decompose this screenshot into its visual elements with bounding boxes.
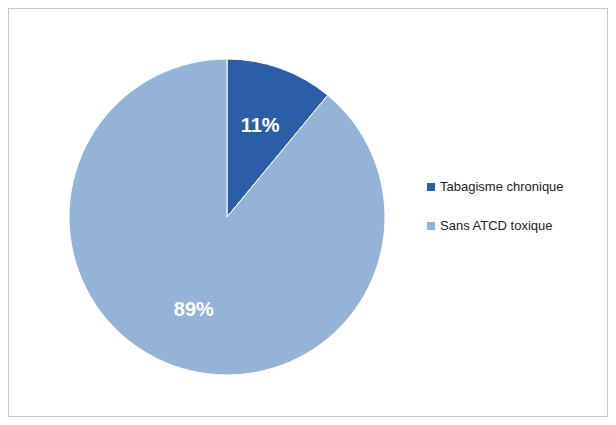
svg-text:89%: 89% [174,298,214,320]
svg-text:11%: 11% [241,114,280,136]
html-text:Sans ATCD toxique: Sans ATCD toxique [440,218,553,233]
html-text:Tabagisme chronique: Tabagisme chronique [440,179,564,194]
